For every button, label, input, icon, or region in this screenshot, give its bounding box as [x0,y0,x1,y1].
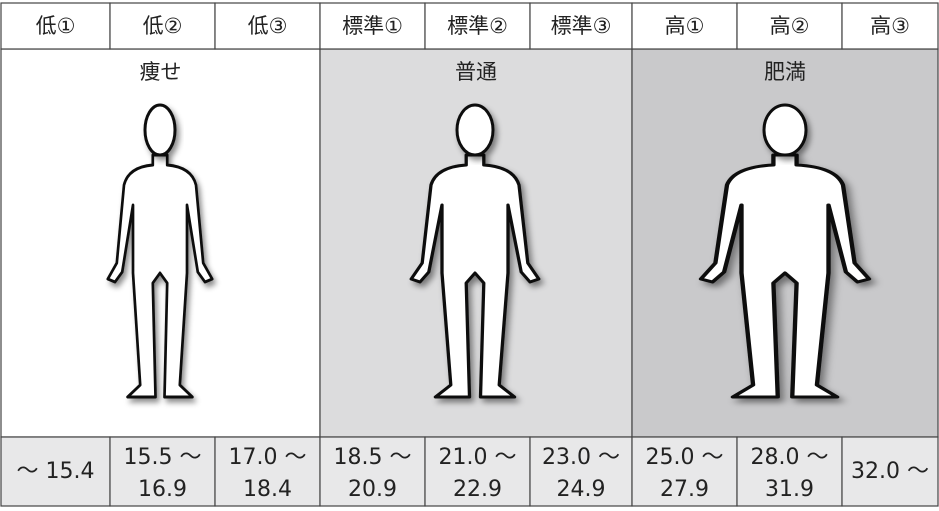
range-cell [214,436,321,507]
labels: 痩せ 普通 肥満 低① ～ 15.4 低② 15.5 ～ 16.9 低③ 17.0 ～ 18.4 標準… [17,14,929,502]
header-label: 標準② [447,14,508,38]
range-label: 24.9 [557,477,606,502]
range-label: 31.9 [765,477,814,502]
range-label: ～ 15.4 [17,459,95,484]
header-label: 高① [665,14,705,38]
header-cell [736,2,843,50]
range-label: 28.0 ～ [751,445,829,470]
group-label: 痩せ [140,60,182,84]
figures [106,103,869,399]
header-cell [841,2,939,50]
range-label: 32.0 ～ [851,459,929,484]
range-label: 25.0 ～ [646,445,724,470]
header-label: 高② [770,14,810,38]
range-cell [841,436,939,507]
range-cell [0,436,111,507]
header-label: 低② [143,14,183,38]
group-label: 肥満 [764,60,806,84]
figure-normal [409,103,541,399]
range-label: 27.9 [660,477,709,502]
header-label: 高③ [870,14,910,38]
range-label: 18.5 ～ [334,445,412,470]
header-cell [424,2,531,50]
range-label: 18.4 [243,477,292,502]
figure-thin [106,103,214,399]
range-cell [631,436,738,507]
group-label: 普通 [455,60,497,84]
header-cell [529,2,633,50]
header-label: 低③ [248,14,288,38]
header-cell [631,2,738,50]
header-label: 標準③ [551,14,612,38]
range-label: 15.5 ～ [124,445,202,470]
header-cell [109,2,216,50]
range-cell [736,436,843,507]
range-label: 21.0 ～ [439,445,517,470]
range-label: 23.0 ～ [542,445,620,470]
header-label: 標準① [342,14,403,38]
range-label: 22.9 [453,477,502,502]
header-cell [319,2,426,50]
figure-obese [701,103,869,397]
range-label: 16.9 [138,477,187,502]
range-cell [424,436,531,507]
range-label: 17.0 ～ [229,445,307,470]
header-cell [214,2,321,50]
header-label: 低① [36,14,76,38]
range-label: 20.9 [348,477,397,502]
range-cell [109,436,216,507]
